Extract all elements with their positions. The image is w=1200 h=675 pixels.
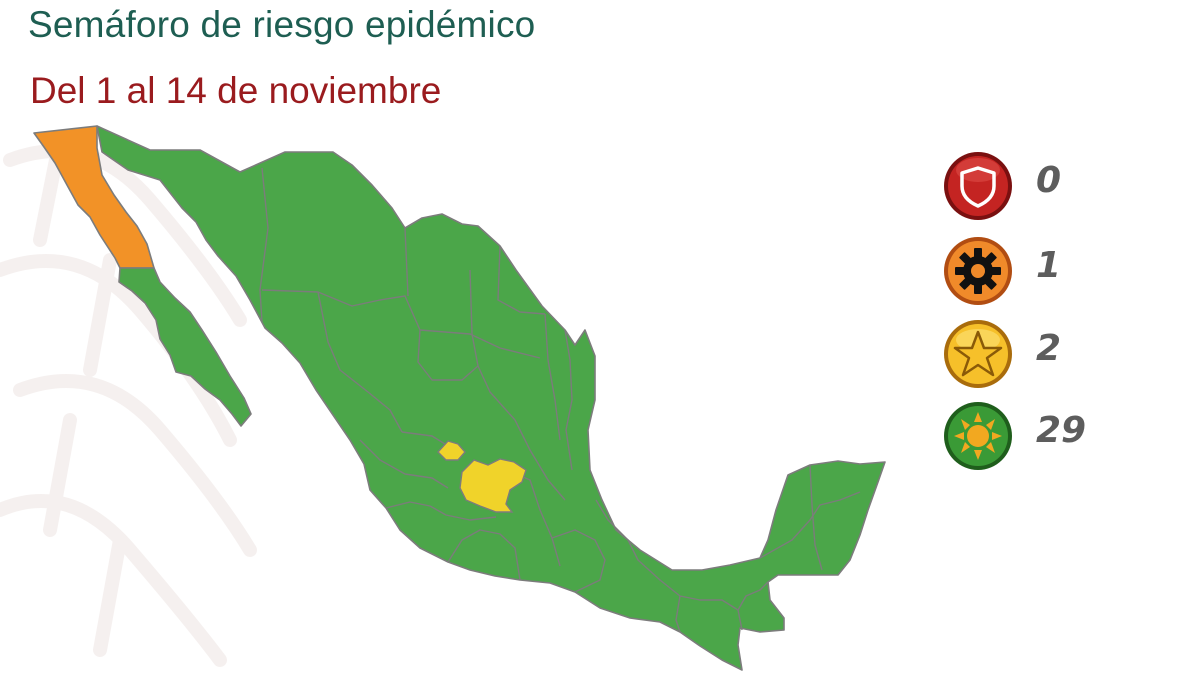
state-baja-california-sur <box>118 267 252 427</box>
shield-icon <box>944 152 1012 220</box>
legend-count-green: 29 <box>1036 410 1087 451</box>
star-icon <box>944 320 1012 388</box>
background-pattern <box>0 133 257 667</box>
legend-item-green: 29 <box>940 400 1140 472</box>
legend-item-yellow: 2 <box>940 318 1140 390</box>
gear-icon <box>944 237 1012 305</box>
legend-count-red: 0 <box>1036 160 1062 201</box>
state-aguascalientes <box>437 440 466 461</box>
legend-count-yellow: 2 <box>1036 328 1062 369</box>
page-subtitle: Del 1 al 14 de noviembre <box>30 70 442 111</box>
mainland-mexico <box>96 125 886 671</box>
page-title: Semáforo de riesgo epidémico <box>28 4 536 45</box>
legend-item-orange: 1 <box>940 235 1140 307</box>
legend-count-orange: 1 <box>1036 245 1062 286</box>
state-guanajuato <box>459 458 527 513</box>
legend-item-red: 0 <box>940 150 1140 222</box>
sun-icon <box>944 402 1012 470</box>
